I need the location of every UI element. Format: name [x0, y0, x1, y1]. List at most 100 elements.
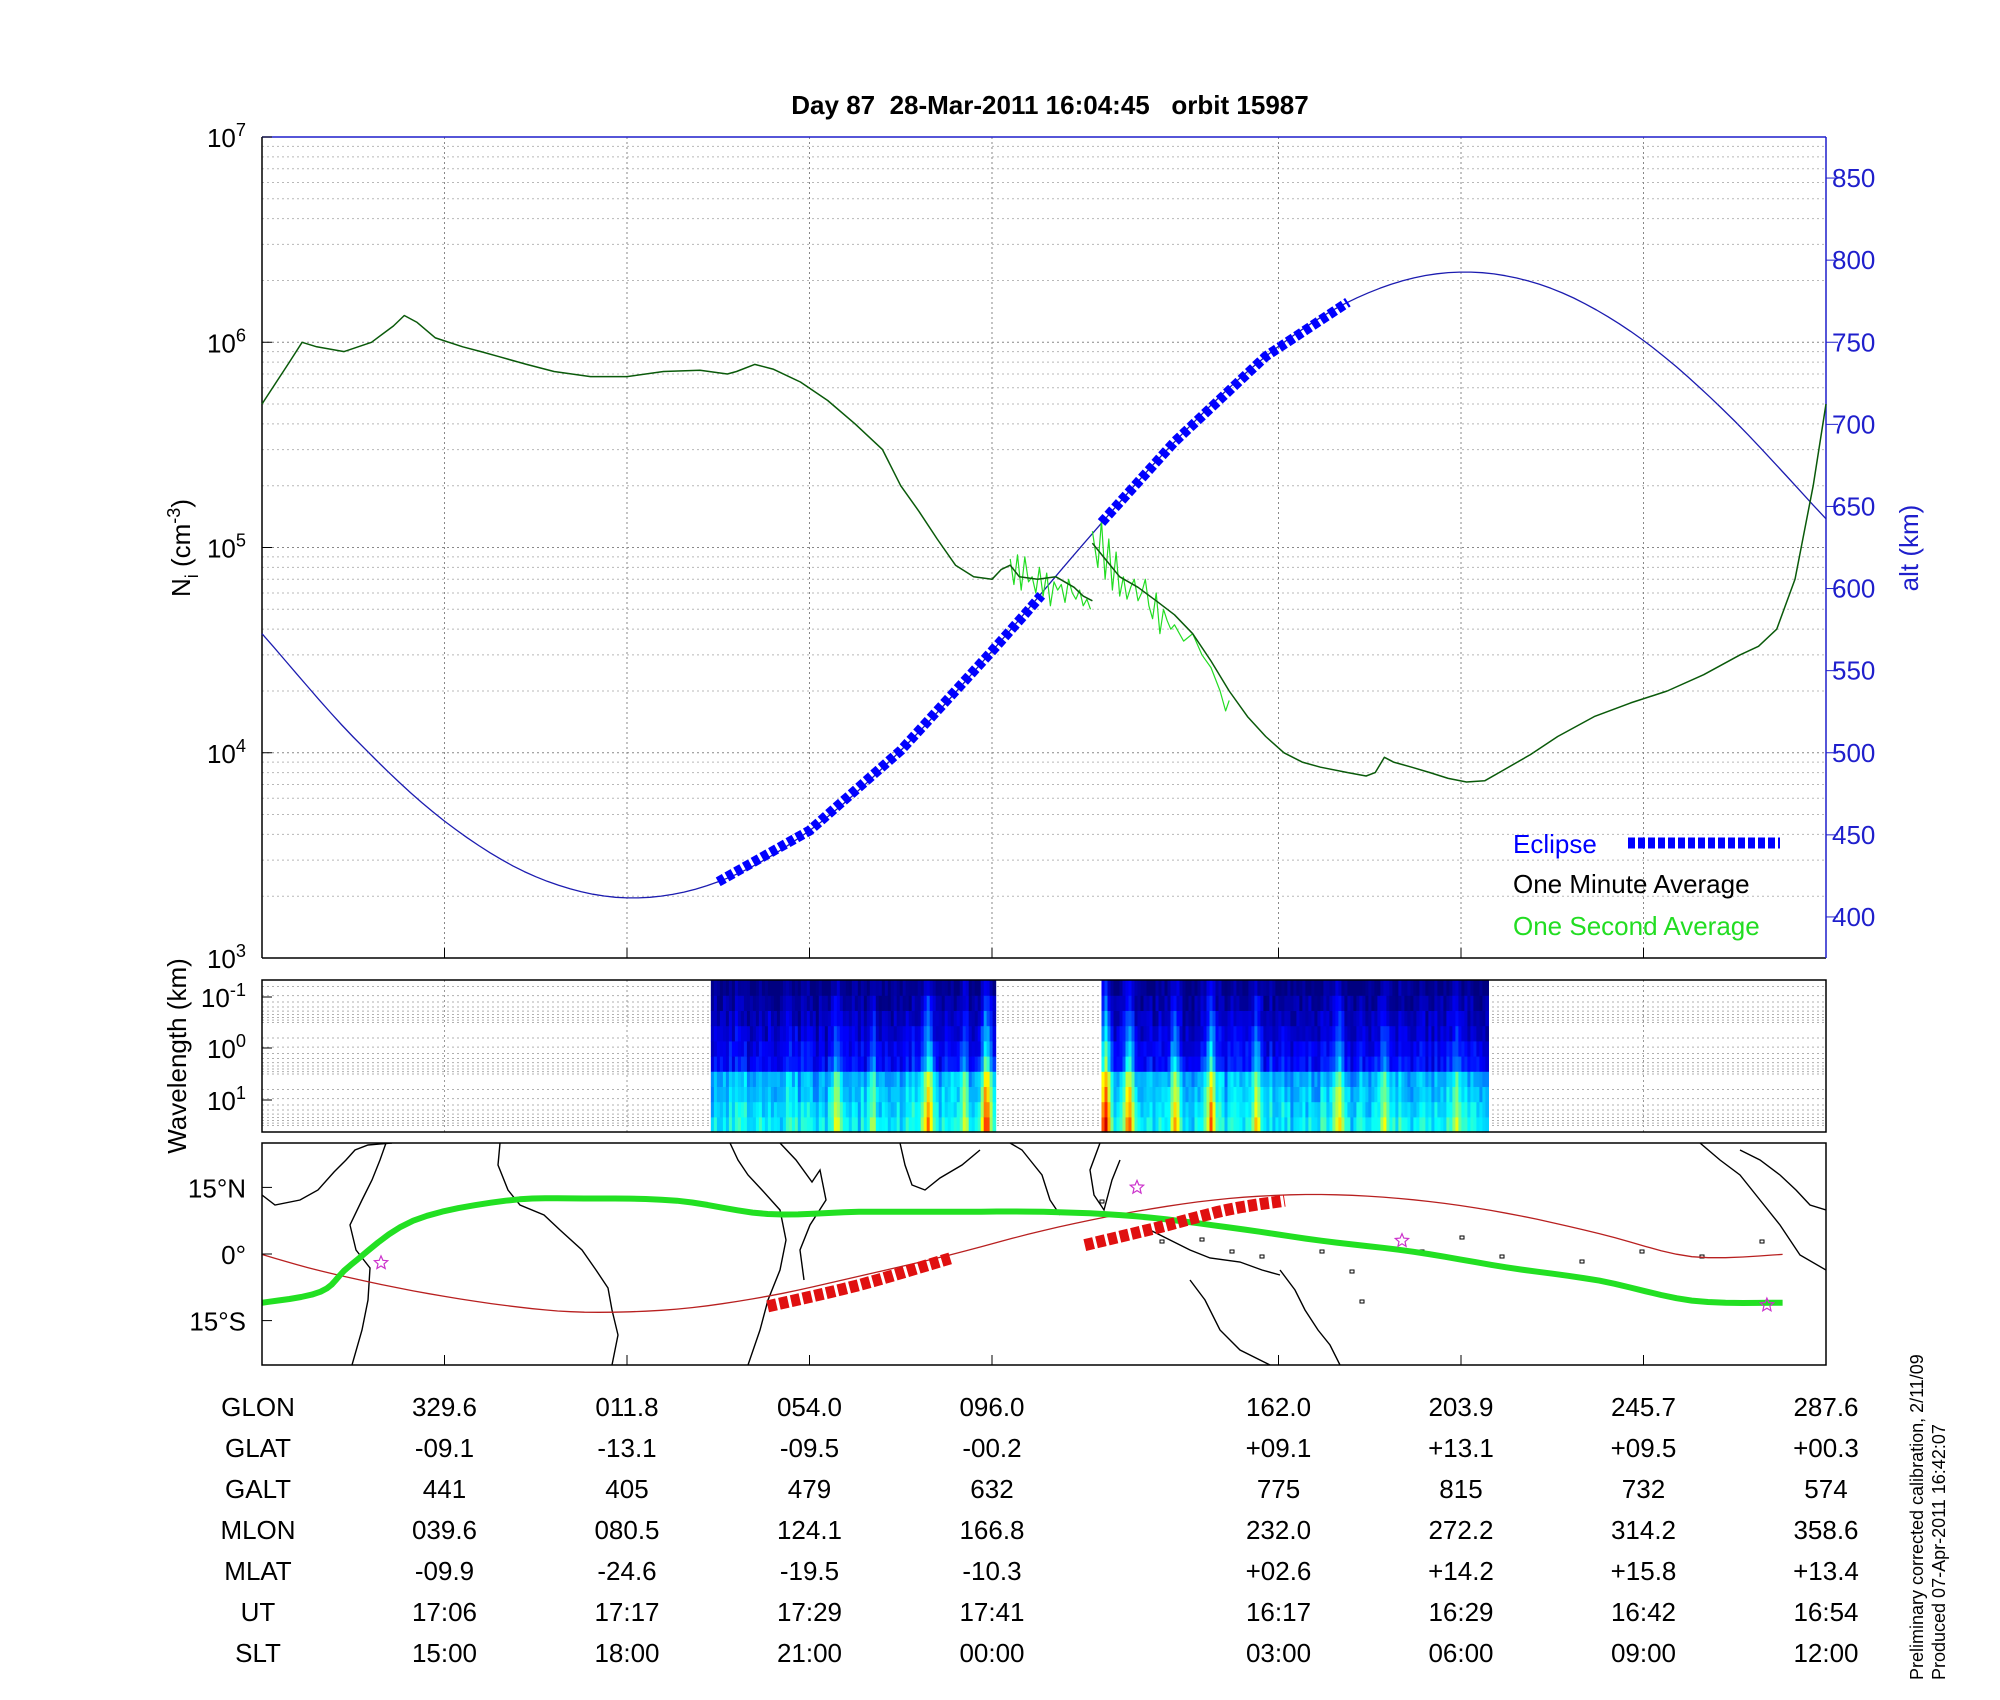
- spectrogram-cell: [818, 980, 823, 996]
- spectrogram-cell: [1143, 1086, 1148, 1103]
- spectrogram-cell: [1263, 1010, 1267, 1027]
- spectrogram-cell: [1218, 995, 1223, 1011]
- spectrogram-cell: [944, 1071, 949, 1087]
- spectrogram-cell: [1260, 1040, 1264, 1057]
- island: [1319, 1249, 1325, 1254]
- spectrogram-cell: [794, 1040, 799, 1057]
- spectrogram-cell: [1383, 1101, 1387, 1118]
- table-cell: 15:00: [412, 1638, 477, 1668]
- spectrogram-cell: [815, 1071, 820, 1087]
- spectrogram-cell: [770, 1040, 775, 1057]
- spectrogram-cell: [950, 1040, 955, 1057]
- spectrogram-cell: [1386, 1025, 1390, 1042]
- spectrogram-cell: [902, 980, 907, 996]
- spectrogram-cell: [899, 1086, 904, 1103]
- spectrogram-cell: [803, 980, 808, 996]
- spectrogram-cell: [812, 995, 817, 1011]
- spectrogram-cell: [1101, 1040, 1106, 1057]
- spectrogram-cell: [944, 1040, 949, 1057]
- spectrogram-cell: [782, 1101, 787, 1118]
- spectrogram-cell: [1194, 980, 1199, 996]
- spectrogram-cell: [893, 1056, 898, 1072]
- spectrogram-cell: [719, 1086, 724, 1103]
- spectrogram-cell: [1305, 1086, 1309, 1103]
- spectrogram-cell: [752, 1056, 757, 1072]
- spectrogram-cell: [920, 980, 925, 996]
- spectrogram-cell: [776, 1101, 781, 1118]
- spectrogram-cell: [746, 1025, 751, 1042]
- spectrogram-cell: [1416, 1025, 1420, 1042]
- map-frame: [261, 1142, 1827, 1366]
- spectrogram-cell: [926, 1025, 931, 1042]
- spectrogram-cell: [1146, 1025, 1151, 1042]
- spectrogram-cell: [1251, 1040, 1255, 1057]
- spectrogram-cell: [1374, 1056, 1378, 1072]
- spectrogram-cell: [1341, 1056, 1345, 1072]
- spectrogram-cell: [770, 1101, 775, 1118]
- island: [1759, 1239, 1765, 1244]
- spectrogram-cell: [1395, 1040, 1399, 1057]
- spectrogram-cell: [905, 1025, 910, 1042]
- spectrogram-cell: [1140, 1086, 1145, 1103]
- spectrogram-cell: [863, 1025, 868, 1042]
- spectrogram-cell: [923, 1071, 928, 1087]
- spectrogram-cell: [746, 1010, 751, 1027]
- spectrogram-cell: [989, 995, 994, 1011]
- spectrogram-cell: [710, 980, 715, 996]
- spectrogram-cell: [1383, 1040, 1387, 1057]
- spectrogram-cell: [983, 1101, 988, 1118]
- spectrogram-cell: [770, 995, 775, 1011]
- spectrogram-cell: [881, 1071, 886, 1087]
- table-row-label: UT: [241, 1597, 276, 1627]
- table-cell: +09.5: [1611, 1433, 1677, 1463]
- spectrogram-cell: [1428, 1056, 1432, 1072]
- spectrogram-cell: [1326, 1116, 1330, 1133]
- spectrogram-cell: [1212, 1040, 1217, 1057]
- spectrogram-cell: [1326, 1010, 1330, 1027]
- spectrogram-cell: [1440, 1025, 1444, 1042]
- spectrogram-cell: [1413, 1101, 1417, 1118]
- spectrogram-cell: [1125, 1101, 1130, 1118]
- spectrogram-cell: [1293, 1071, 1297, 1087]
- spectrogram-cell: [1365, 1116, 1369, 1133]
- spectrogram-cell: [791, 1025, 796, 1042]
- spectrogram-cell: [1470, 1071, 1474, 1087]
- spectrogram-cell: [833, 1040, 838, 1057]
- spectrogram-cell: [1353, 995, 1357, 1011]
- spectrogram-cell: [1173, 1071, 1178, 1087]
- spectrogram-cell: [1176, 1010, 1181, 1027]
- spectrogram-cell: [1137, 995, 1142, 1011]
- spectrogram-y-tick-label: 10-1: [201, 980, 246, 1013]
- spectrogram-cell: [1356, 1056, 1360, 1072]
- spectrogram-cell: [1272, 1101, 1276, 1118]
- spectrogram-cell: [905, 1101, 910, 1118]
- spectrogram-cell: [1266, 1086, 1270, 1103]
- spectrogram-cell: [725, 1010, 730, 1027]
- spectrogram-cell: [797, 1025, 802, 1042]
- spectrogram-cell: [1380, 980, 1384, 996]
- spectrogram-cell: [1443, 1086, 1447, 1103]
- spectrogram-cell: [1254, 1116, 1258, 1133]
- spectrogram-cell: [1410, 1101, 1414, 1118]
- spectrogram-cell: [1152, 1086, 1157, 1103]
- spectrogram-cell: [1458, 1010, 1462, 1027]
- spectrogram-cell: [1473, 995, 1477, 1011]
- spectrogram-cell: [1251, 1071, 1255, 1087]
- spectrogram-cell: [1155, 1116, 1160, 1133]
- spectrogram-cell: [761, 1040, 766, 1057]
- spectrogram-cell: [728, 1025, 733, 1042]
- spectrogram-cell: [1188, 1010, 1193, 1027]
- spectrogram-cell: [1212, 1010, 1217, 1027]
- spectrogram-cell: [740, 1086, 745, 1103]
- spectrogram-cell: [1263, 1116, 1267, 1133]
- spectrogram-cell: [980, 1116, 985, 1133]
- spectrogram-cell: [1194, 1101, 1199, 1118]
- spectrogram-cell: [1320, 1116, 1324, 1133]
- spectrogram-cell: [818, 1071, 823, 1087]
- spectrogram-cell: [1233, 995, 1238, 1011]
- spectrogram-cell: [1266, 1010, 1270, 1027]
- spectrogram-cell: [1374, 1010, 1378, 1027]
- spectrogram-cell: [1359, 1116, 1363, 1133]
- spectrogram-cell: [1221, 1025, 1226, 1042]
- spectrogram-cell: [800, 980, 805, 996]
